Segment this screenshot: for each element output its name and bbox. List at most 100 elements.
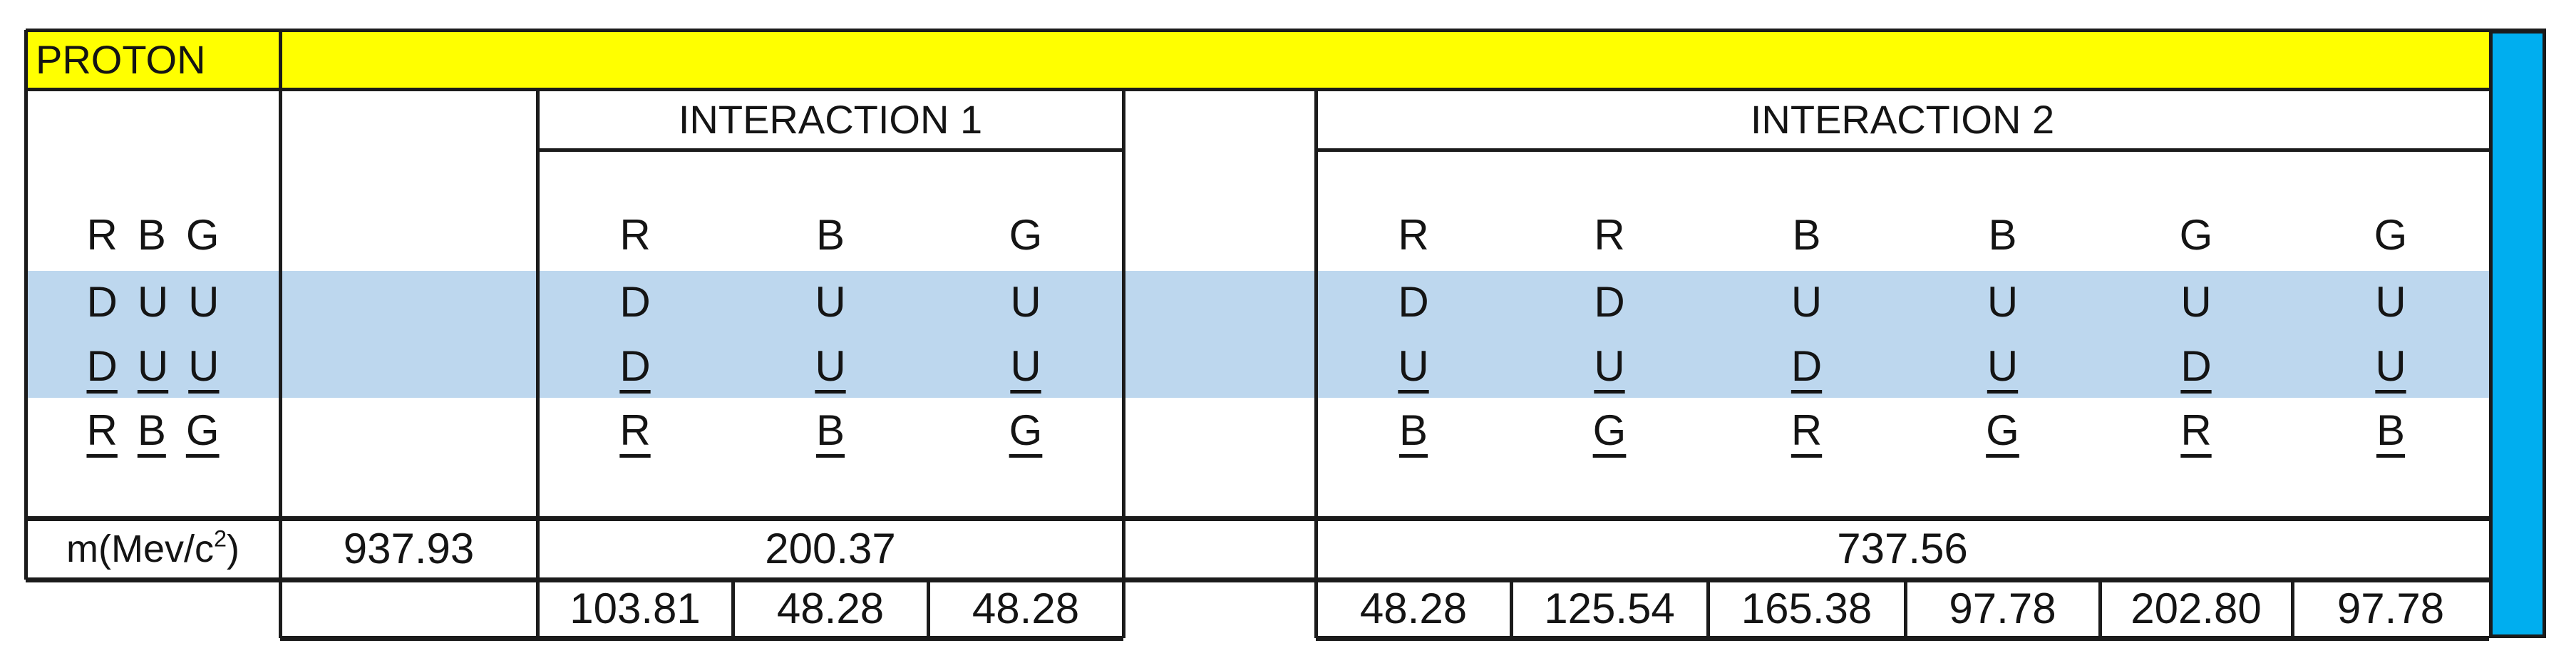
cell-i2-quark[interactable]: D [1511, 273, 1708, 332]
cell-i2-antiquark[interactable]: U [1316, 337, 1511, 396]
cell-i2-value[interactable]: 202.80 [2100, 580, 2292, 638]
label-letter-underlined: B [137, 406, 166, 454]
cell-i2-anticolor[interactable]: B [2292, 401, 2489, 460]
cell-i2-antiquark[interactable]: D [2100, 337, 2292, 396]
cell-i1-color[interactable]: G [928, 205, 1123, 265]
cell-i2-antiquark[interactable]: U [1905, 337, 2100, 396]
border-i2-col2-right [1706, 580, 1710, 638]
cell-i2-quark[interactable]: U [2292, 273, 2489, 332]
cell-i2-value[interactable]: 48.28 [1316, 580, 1511, 638]
letter-underlined: U [2375, 342, 2406, 390]
cell-i1-value[interactable]: 48.28 [928, 580, 1123, 638]
cell-i1-quark[interactable]: D [537, 273, 733, 332]
cell-i1-antiquark[interactable]: D [537, 337, 733, 396]
cell-i2-value[interactable]: 165.38 [1708, 580, 1905, 638]
cell-label-colors[interactable]: R B G [26, 205, 280, 265]
cell-label-quarks[interactable]: D U U [26, 273, 280, 332]
cell-i2-anticolor[interactable]: G [1905, 401, 2100, 460]
value: 48.28 [1359, 585, 1468, 632]
right-accent-bar [2489, 30, 2546, 638]
cell-i2-value[interactable]: 97.78 [2292, 580, 2489, 638]
cell-i1-quark[interactable]: U [733, 273, 928, 332]
label-letter: U [188, 278, 220, 326]
cell-i1-antiquark[interactable]: U [928, 337, 1123, 396]
cell-proton-mass[interactable]: 937.93 [280, 518, 537, 580]
letter: B [1792, 211, 1821, 259]
cell-i2-quark[interactable]: U [1708, 273, 1905, 332]
border-bottom-left-segment [280, 636, 1123, 641]
letter: G [2374, 211, 2408, 259]
cell-interaction1-title[interactable]: INTERACTION 1 [537, 89, 1123, 150]
border-i2-col1-right [1510, 580, 1513, 638]
cell-i2-color[interactable]: R [1511, 205, 1708, 265]
letter: D [619, 278, 651, 326]
letter-underlined: G [1009, 406, 1043, 454]
cell-i2-antiquark[interactable]: U [1511, 337, 1708, 396]
cell-i2-color[interactable]: B [1905, 205, 2100, 265]
label-letter-underlined: U [137, 342, 169, 390]
cell-i1-antiquark[interactable]: U [733, 337, 928, 396]
letter: B [1988, 211, 2017, 259]
label-letter-underlined: R [86, 406, 118, 454]
cell-i2-quark[interactable]: U [2100, 273, 2292, 332]
letter: R [1594, 211, 1625, 259]
value: 97.78 [2337, 585, 2445, 632]
proton-title-text: PROTON [36, 36, 206, 82]
label-letter: B [137, 211, 166, 259]
letter: U [2375, 278, 2406, 326]
letter: U [1010, 278, 1041, 326]
cell-i2-color[interactable]: R [1316, 205, 1511, 265]
cell-label-anticolors[interactable]: R B G [26, 401, 280, 460]
cell-i1-color[interactable]: B [733, 205, 928, 265]
cell-i1-anticolor[interactable]: R [537, 401, 733, 460]
cell-i2-anticolor[interactable]: G [1511, 401, 1708, 460]
border-i2-col4-right [2098, 580, 2102, 638]
cell-i2-value[interactable]: 125.54 [1511, 580, 1708, 638]
cell-i2-color[interactable]: G [2100, 205, 2292, 265]
label-letter-underlined: D [86, 342, 118, 390]
letter: U [1791, 278, 1823, 326]
cell-proton-title[interactable]: PROTON [26, 30, 280, 89]
interaction1-title-text: INTERACTION 1 [678, 96, 983, 142]
letter-underlined: B [1398, 406, 1428, 454]
cell-i2-color[interactable]: G [2292, 205, 2489, 265]
label-letter: D [86, 278, 118, 326]
cell-i2-total-mass[interactable]: 737.56 [1316, 518, 2489, 580]
border-value-col-right [536, 89, 540, 638]
cell-label-antiquarks[interactable]: D U U [26, 337, 280, 396]
letter-underlined: D [2180, 342, 2212, 390]
letter: D [1594, 278, 1625, 326]
letter: U [2180, 278, 2212, 326]
value: 48.28 [972, 585, 1080, 632]
cell-i2-quark[interactable]: U [1905, 273, 2100, 332]
cell-i2-anticolor[interactable]: B [1316, 401, 1511, 460]
cell-i2-antiquark[interactable]: D [1708, 337, 1905, 396]
cell-i2-anticolor[interactable]: R [1708, 401, 1905, 460]
cell-i1-quark[interactable]: U [928, 273, 1123, 332]
cell-i1-total-mass[interactable]: 200.37 [537, 518, 1123, 580]
border-under-interaction2-title [1316, 148, 2489, 152]
cell-mass-unit-label[interactable]: m(Mev/c 2) [26, 518, 280, 580]
border-mass-row-bottom [26, 577, 2489, 582]
cell-i2-color[interactable]: B [1708, 205, 1905, 265]
letter: D [1398, 278, 1429, 326]
cell-i1-value[interactable]: 103.81 [537, 580, 733, 638]
letter-underlined: U [1987, 342, 2019, 390]
cell-i1-value[interactable]: 48.28 [733, 580, 928, 638]
letter-underlined: U [1010, 342, 1041, 390]
cell-i2-quark[interactable]: D [1316, 273, 1511, 332]
letter: B [815, 211, 845, 259]
label-letter: R [86, 211, 118, 259]
letter-underlined: R [1791, 406, 1823, 454]
proton-mass-value: 937.93 [343, 525, 475, 572]
cell-interaction2-title[interactable]: INTERACTION 2 [1316, 89, 2489, 150]
value: 103.81 [570, 585, 701, 632]
cell-i1-anticolor[interactable]: B [733, 401, 928, 460]
letter: G [1009, 211, 1043, 259]
cell-i2-anticolor[interactable]: R [2100, 401, 2292, 460]
cell-i2-value[interactable]: 97.78 [1905, 580, 2100, 638]
mass-label-suffix: ) [227, 528, 239, 570]
cell-i1-color[interactable]: R [537, 205, 733, 265]
cell-i1-anticolor[interactable]: G [928, 401, 1123, 460]
cell-i2-antiquark[interactable]: U [2292, 337, 2489, 396]
